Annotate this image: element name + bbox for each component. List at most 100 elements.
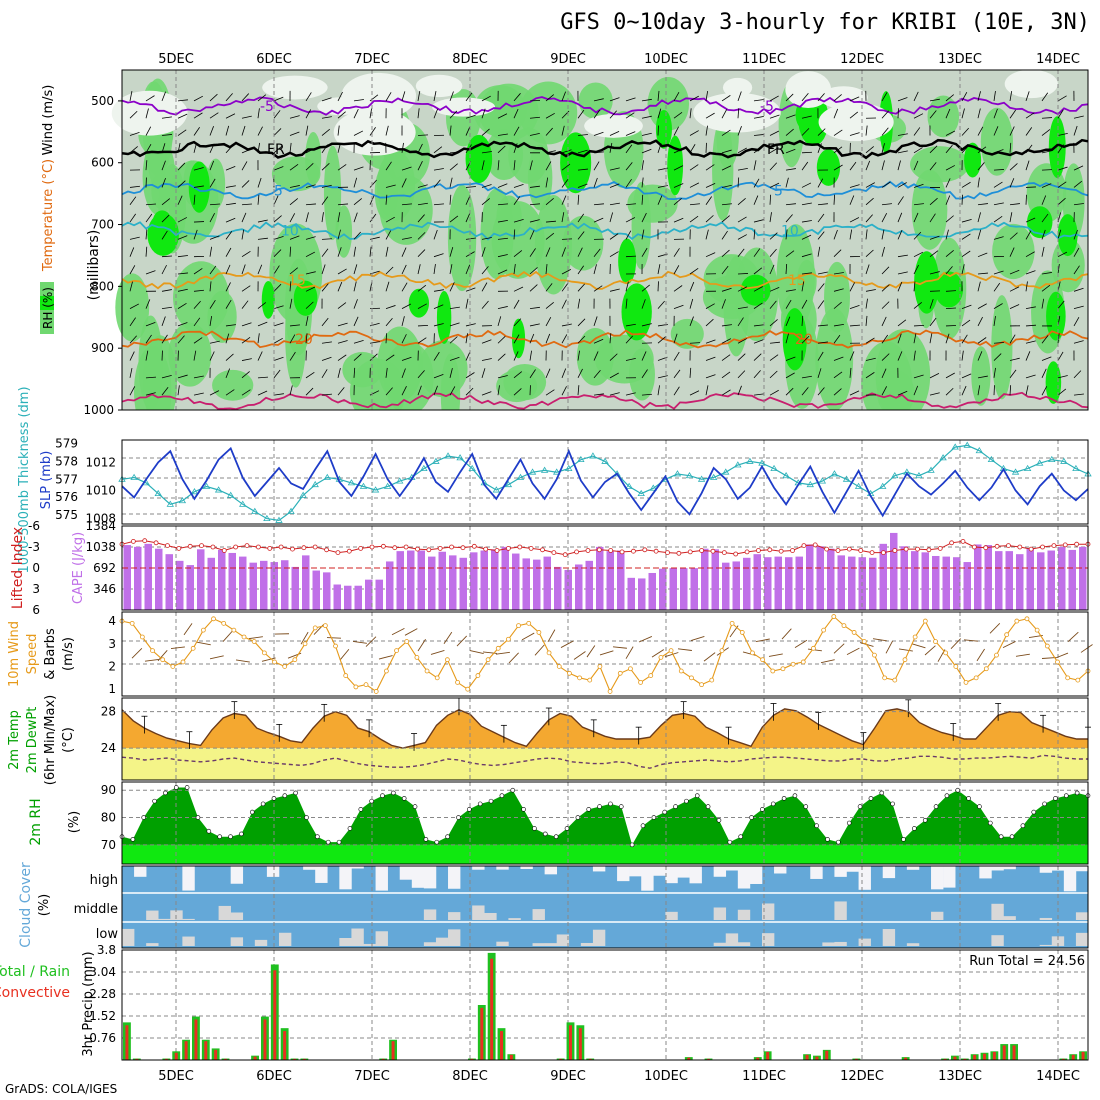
wind-barb xyxy=(1041,150,1052,154)
wind-barb xyxy=(225,145,234,154)
wind-barb xyxy=(513,108,519,119)
thickness-line-point xyxy=(565,464,573,471)
thickness-line-point xyxy=(589,452,597,459)
wind-barb xyxy=(193,167,204,171)
wind-barb xyxy=(225,231,233,240)
wind-barb xyxy=(305,163,314,171)
wind-barb xyxy=(225,217,236,223)
wind-barb xyxy=(449,322,460,327)
wind-barb xyxy=(145,95,155,102)
surface-wind-barb xyxy=(963,639,978,642)
cape-bar xyxy=(711,549,719,610)
cape-bar xyxy=(638,578,646,610)
wind-barb xyxy=(145,160,148,171)
wind-barb xyxy=(177,162,186,171)
wind-barb xyxy=(465,323,476,327)
cloud-cover-bar xyxy=(1039,917,1053,920)
wind-barb xyxy=(497,269,508,275)
wind-barb xyxy=(881,301,890,309)
wind-speed-line-point xyxy=(912,634,918,640)
rh-point xyxy=(304,815,309,820)
wind-barb xyxy=(961,233,971,240)
wind-barb xyxy=(561,212,565,223)
wind-barb xyxy=(721,371,731,379)
wind-barb xyxy=(561,91,567,102)
wind-barb xyxy=(177,335,185,344)
y-axis-label-cloud: Cloud Cover xyxy=(18,862,34,948)
precip-convective-bar xyxy=(973,1054,977,1060)
surface-wind-barb xyxy=(131,647,143,659)
cape-bar xyxy=(953,557,961,610)
wind-barb xyxy=(225,282,231,292)
isotherm-line xyxy=(121,221,1089,241)
cape-bar xyxy=(165,554,173,610)
wind-barb xyxy=(161,255,173,258)
wind-barb xyxy=(785,356,796,361)
cloud-cover-bar xyxy=(931,911,944,920)
cape-bar xyxy=(575,564,583,610)
wind-barb xyxy=(129,236,140,240)
wind-barb xyxy=(673,198,682,206)
wind-barb xyxy=(529,230,535,240)
wind-barb xyxy=(385,354,395,361)
precip-convective-bar xyxy=(125,1025,129,1060)
wind-barb xyxy=(385,246,389,257)
wind-barb xyxy=(209,213,215,223)
wind-barb xyxy=(401,303,412,309)
wind-barb xyxy=(353,177,358,188)
surface-wind-barb xyxy=(521,632,535,641)
wind-barb xyxy=(865,289,876,292)
wind-barb xyxy=(625,335,634,344)
wind-barb xyxy=(609,130,620,136)
rh-area-saturated xyxy=(293,280,318,316)
wind-barb xyxy=(481,282,488,292)
wind-barb xyxy=(513,388,522,396)
wind-barb xyxy=(193,127,200,136)
wind-barb xyxy=(1073,165,1084,171)
wind-barb xyxy=(209,281,212,292)
y-tick-label-thickness: 579 xyxy=(55,437,78,451)
wind-barb xyxy=(273,146,282,154)
wind-barb xyxy=(465,287,476,292)
cape-bar xyxy=(543,556,551,610)
wind-barb xyxy=(145,299,151,309)
cloud-cover-bar xyxy=(146,943,159,946)
wind-barb xyxy=(545,283,553,292)
wind-barb xyxy=(561,268,572,275)
wind-barb xyxy=(241,264,246,275)
wind-barb xyxy=(769,341,780,344)
wind-barb xyxy=(753,134,764,136)
wind-barb xyxy=(881,386,888,396)
wind-barb xyxy=(273,369,281,379)
cape-bar xyxy=(1037,552,1045,610)
rh-point xyxy=(781,796,787,801)
wind-barb xyxy=(257,321,268,327)
cloud-cover-bar xyxy=(774,866,787,874)
rh-point xyxy=(467,807,472,812)
wind-speed-line-point xyxy=(251,639,257,644)
wind-barb xyxy=(561,386,567,396)
wind-barb xyxy=(561,323,572,327)
wind-barb xyxy=(545,220,556,223)
wind-barb xyxy=(785,168,796,171)
wind-barb xyxy=(177,195,183,205)
wind-barb xyxy=(145,229,148,240)
wind-barb xyxy=(753,248,761,257)
rh-point xyxy=(499,793,505,798)
lifted-index-line-point xyxy=(494,548,500,553)
wind-barb xyxy=(721,287,732,292)
wind-barb xyxy=(977,108,981,119)
rh-point xyxy=(130,837,136,842)
wind-barb xyxy=(545,161,552,171)
precip-convective-bar xyxy=(273,970,277,1060)
wind-barb xyxy=(737,338,748,344)
wind-barb xyxy=(945,229,949,240)
wind-barb xyxy=(1009,369,1017,379)
surface-wind-barb xyxy=(651,649,665,658)
wind-barb xyxy=(673,248,680,257)
wind-barb xyxy=(881,203,892,206)
wind-barb xyxy=(1057,333,1060,344)
cape-bar xyxy=(354,585,362,610)
cloud-cover-bar xyxy=(906,943,920,946)
wind-barb xyxy=(913,160,919,171)
